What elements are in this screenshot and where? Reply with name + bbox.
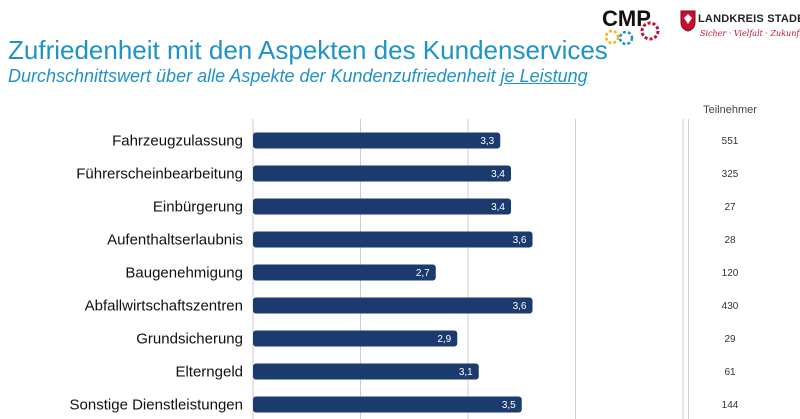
category-label: Elterngeld xyxy=(175,364,243,381)
bar xyxy=(253,297,533,314)
cmp-logo-text: CMP xyxy=(602,6,651,31)
participants-header: Teilnehmer xyxy=(703,104,757,116)
participant-count: 29 xyxy=(724,334,736,345)
participant-count: 551 xyxy=(722,136,739,147)
category-label: Aufenthaltserlaubnis xyxy=(107,232,243,249)
bar-value-label: 2,9 xyxy=(437,334,451,345)
category-label: Sonstige Dienstleistungen xyxy=(70,397,243,414)
participant-count: 144 xyxy=(722,400,739,411)
subtitle-emphasis: je Leistung xyxy=(500,66,588,86)
bar-value-label: 3,1 xyxy=(459,367,473,378)
bar-value-label: 2,7 xyxy=(416,268,430,279)
category-label: Fahrzeugzulassung xyxy=(112,133,243,150)
participant-count: 325 xyxy=(722,169,739,180)
category-label: Grundsicherung xyxy=(136,331,243,348)
bar-layer xyxy=(253,132,533,413)
category-label: Einbürgerung xyxy=(153,199,243,216)
participant-count: 120 xyxy=(722,268,739,279)
category-label: Abfallwirtschaftszentren xyxy=(85,298,243,315)
bar xyxy=(253,363,479,380)
cmp-gear-icon-yellow xyxy=(604,29,620,45)
bar xyxy=(253,264,436,281)
landkreis-slogan: Sicher · Vielfalt · Zukunft xyxy=(700,29,800,38)
category-label: Baugenehmigung xyxy=(125,265,243,282)
cmp-logo: CMP xyxy=(602,6,660,46)
subtitle-text: Durchschnittswert über alle Aspekte der … xyxy=(8,66,501,86)
label-layer: Fahrzeugzulassung 3,3 551 Führerscheinbearb… xyxy=(70,133,739,414)
bar xyxy=(253,396,522,413)
landkreis-crest-icon xyxy=(680,10,696,32)
chart-subtitle: Durchschnittswert über alle Aspekte der … xyxy=(8,65,588,87)
cmp-gear-icon-blue xyxy=(618,30,634,46)
bar-value-label: 3,5 xyxy=(502,400,516,411)
participant-count: 61 xyxy=(724,367,736,378)
bar xyxy=(253,231,533,248)
participant-count: 28 xyxy=(724,235,736,246)
landkreis-name: LANDKREIS STADE xyxy=(698,13,800,25)
participant-count: 430 xyxy=(722,301,739,312)
bar-value-label: 3,4 xyxy=(491,169,505,180)
participant-count: 27 xyxy=(724,202,736,213)
bar-value-label: 3,3 xyxy=(480,136,494,147)
bar-value-label: 3,6 xyxy=(513,301,527,312)
bar xyxy=(253,132,501,149)
participants-divider xyxy=(688,119,689,419)
category-label: Führerscheinbearbeitung xyxy=(76,166,243,183)
bar xyxy=(253,198,511,215)
bar xyxy=(253,165,511,182)
bar xyxy=(253,330,458,347)
cmp-gear-icon-red xyxy=(640,21,660,41)
chart-title: Zufriedenheit mit den Aspekten des Kunde… xyxy=(8,35,608,65)
bar-value-label: 3,6 xyxy=(513,235,527,246)
bar-value-label: 3,4 xyxy=(491,202,505,213)
